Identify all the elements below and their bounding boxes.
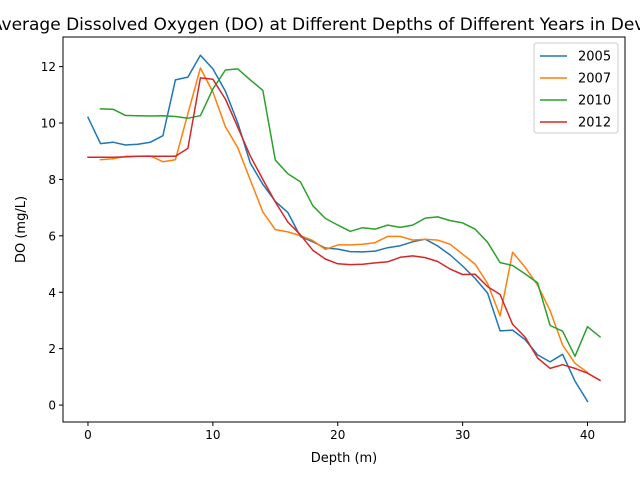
series-lines: [87, 54, 602, 403]
legend-label: 2007: [578, 72, 611, 87]
x-tick-label: 40: [580, 428, 595, 442]
x-tick-label: 30: [455, 428, 470, 442]
series-line-2010: [99, 68, 602, 358]
legend-label: 2012: [578, 116, 611, 131]
x-tick-label: 10: [205, 428, 220, 442]
legend-box: [533, 42, 619, 134]
legend-label: 2005: [578, 50, 611, 65]
y-tick-label: 12: [41, 60, 56, 74]
x-axis: 0 10 20 30 40: [84, 422, 595, 442]
y-axis-label: DO (mg/L): [14, 196, 29, 263]
y-tick-label: 8: [48, 173, 56, 187]
y-tick-label: 10: [41, 117, 56, 131]
y-axis: 0 2 4 6 8 10 12: [41, 60, 63, 413]
y-tick-label: 0: [48, 399, 56, 413]
y-tick-label: 4: [48, 286, 56, 300]
y-tick-label: 2: [48, 342, 56, 356]
legend-label: 2010: [578, 94, 611, 109]
series-line-2012: [87, 77, 602, 382]
y-tick-label: 6: [48, 229, 56, 243]
plot-area: [62, 36, 626, 423]
x-axis-label: Depth (m): [311, 451, 378, 466]
x-tick-label: 0: [84, 428, 92, 442]
chart-title: Average Dissolved Oxygen (DO) at Differe…: [0, 15, 640, 35]
series-line-2005: [87, 54, 589, 403]
x-tick-label: 20: [330, 428, 345, 442]
series-line-2007: [99, 67, 589, 374]
legend: 2005 2007 2010 2012: [533, 42, 619, 134]
